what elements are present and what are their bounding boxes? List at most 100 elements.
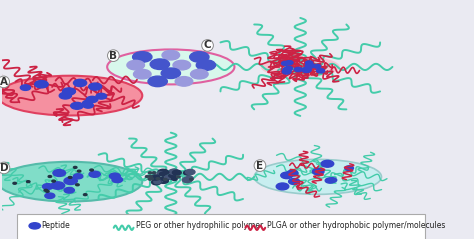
- Circle shape: [64, 187, 74, 193]
- Circle shape: [89, 171, 100, 177]
- Circle shape: [112, 177, 123, 183]
- Text: Peptide: Peptide: [41, 221, 70, 230]
- Circle shape: [287, 170, 298, 176]
- Ellipse shape: [261, 56, 340, 78]
- Circle shape: [46, 190, 49, 192]
- Circle shape: [312, 168, 324, 175]
- Circle shape: [289, 179, 300, 185]
- Circle shape: [164, 171, 169, 174]
- Circle shape: [172, 177, 177, 180]
- Circle shape: [35, 81, 48, 88]
- Circle shape: [45, 193, 55, 198]
- Text: A: A: [0, 77, 8, 87]
- Circle shape: [150, 178, 154, 180]
- Text: PEG or other hydrophilic polymer: PEG or other hydrophilic polymer: [136, 221, 263, 230]
- Circle shape: [133, 52, 152, 62]
- Circle shape: [134, 69, 151, 79]
- Circle shape: [52, 180, 55, 182]
- Circle shape: [96, 93, 107, 99]
- Circle shape: [63, 88, 75, 95]
- Circle shape: [152, 172, 156, 174]
- Circle shape: [146, 176, 149, 178]
- Text: E: E: [256, 161, 264, 171]
- Circle shape: [20, 85, 30, 90]
- Circle shape: [149, 175, 152, 177]
- Circle shape: [161, 68, 181, 78]
- Circle shape: [90, 169, 93, 171]
- Circle shape: [89, 83, 102, 90]
- Circle shape: [185, 169, 195, 174]
- Circle shape: [71, 102, 83, 109]
- Circle shape: [167, 175, 174, 179]
- Circle shape: [148, 172, 152, 174]
- Circle shape: [82, 100, 92, 106]
- Circle shape: [281, 172, 292, 179]
- Circle shape: [169, 169, 179, 174]
- Circle shape: [325, 178, 335, 183]
- Circle shape: [285, 66, 292, 71]
- Circle shape: [169, 174, 176, 178]
- Circle shape: [294, 67, 302, 72]
- Circle shape: [175, 77, 193, 86]
- FancyBboxPatch shape: [17, 214, 425, 239]
- Circle shape: [73, 79, 87, 87]
- Circle shape: [154, 180, 161, 184]
- Circle shape: [190, 52, 209, 62]
- Circle shape: [321, 160, 334, 167]
- Circle shape: [86, 96, 98, 103]
- Circle shape: [286, 61, 293, 65]
- Circle shape: [48, 175, 52, 177]
- Circle shape: [302, 67, 311, 72]
- Ellipse shape: [0, 162, 142, 201]
- Circle shape: [173, 60, 191, 70]
- Ellipse shape: [0, 76, 142, 115]
- Ellipse shape: [107, 49, 235, 84]
- Circle shape: [305, 63, 315, 68]
- Circle shape: [127, 60, 145, 70]
- Circle shape: [283, 67, 291, 72]
- Circle shape: [173, 170, 181, 175]
- Circle shape: [196, 60, 216, 70]
- Circle shape: [13, 182, 17, 184]
- Circle shape: [190, 178, 193, 180]
- Circle shape: [44, 189, 47, 191]
- Text: C: C: [204, 40, 211, 50]
- Circle shape: [191, 69, 208, 79]
- Circle shape: [159, 172, 165, 176]
- Text: B: B: [109, 51, 118, 61]
- Circle shape: [83, 194, 87, 196]
- Circle shape: [162, 50, 180, 60]
- Circle shape: [185, 176, 193, 180]
- Circle shape: [183, 171, 192, 175]
- Text: D: D: [0, 163, 8, 173]
- Circle shape: [151, 175, 160, 180]
- Circle shape: [152, 180, 161, 185]
- Text: PLGA or other hydrophobic polymer/molecules: PLGA or other hydrophobic polymer/molecu…: [267, 221, 446, 230]
- Circle shape: [64, 177, 77, 185]
- Circle shape: [150, 59, 170, 70]
- Circle shape: [161, 176, 169, 181]
- Circle shape: [77, 170, 81, 172]
- Circle shape: [182, 177, 192, 183]
- Circle shape: [68, 176, 72, 178]
- Circle shape: [282, 61, 289, 65]
- Circle shape: [148, 76, 167, 87]
- Circle shape: [43, 184, 53, 190]
- Circle shape: [59, 92, 72, 99]
- Circle shape: [51, 182, 64, 189]
- Circle shape: [76, 184, 79, 186]
- Circle shape: [345, 166, 354, 170]
- Circle shape: [276, 183, 289, 190]
- Circle shape: [282, 69, 291, 74]
- Circle shape: [177, 176, 180, 178]
- Circle shape: [27, 181, 30, 183]
- Circle shape: [317, 69, 325, 73]
- Circle shape: [328, 178, 337, 182]
- Circle shape: [305, 61, 313, 65]
- Circle shape: [158, 169, 168, 175]
- Circle shape: [159, 178, 168, 183]
- Circle shape: [29, 223, 40, 229]
- Circle shape: [83, 103, 93, 108]
- Circle shape: [154, 178, 163, 183]
- Circle shape: [73, 174, 83, 179]
